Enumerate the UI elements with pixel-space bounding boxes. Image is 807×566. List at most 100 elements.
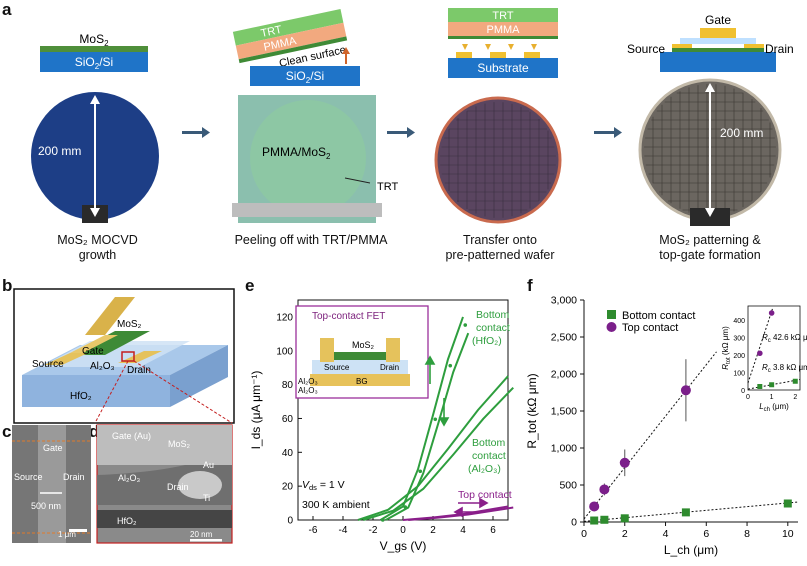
f-point-bottom (620, 514, 629, 523)
stack3-pmma-text: PMMA (487, 24, 521, 36)
e-xtick-label: 4 (460, 525, 466, 536)
f-ytick-label: 2,000 (551, 369, 577, 381)
process-arrows (182, 127, 622, 138)
caption-step1-line2: growth (78, 248, 117, 262)
e-annot-vds: Vds = 1 V (302, 479, 345, 492)
stack3-substrate (448, 58, 558, 78)
f-point-top (589, 501, 600, 512)
panel-d-label: d (89, 422, 100, 441)
f-ytick-label: 3,000 (551, 295, 577, 307)
stack2-substrate (250, 66, 360, 86)
f-inset-point-bottom (792, 378, 798, 384)
f-inset-ytick: 200 (733, 353, 745, 360)
device-al2o3 (40, 341, 190, 367)
chart-f: 0 2 4 6 8 1005001,0001,5002,0002,5003,000L_ch… (525, 295, 807, 558)
f-inset-xtick: 1 (770, 394, 774, 401)
e-xtick-label: -4 (339, 525, 348, 536)
f-inset-point-bottom (769, 382, 775, 388)
e-ytick-label: 20 (282, 482, 294, 493)
stack4-gate (700, 28, 736, 38)
e-xtick-label: -2 (369, 525, 378, 536)
d-scale-text: 20 nm (190, 530, 213, 539)
stack3-down-arrows (462, 44, 537, 50)
stack3-pad-2 (490, 52, 506, 58)
stack3-trt (448, 8, 558, 22)
f-xlabel: L_ch (μm) (664, 543, 718, 557)
e-xtick-label: 2 (430, 525, 436, 536)
e-ytick-label: 120 (276, 312, 293, 323)
e-series-point (380, 518, 385, 522)
f-xtick-label: 8 (744, 528, 750, 540)
f-inset-xtick: 2 (793, 394, 797, 401)
e-series-line (402, 505, 509, 521)
e-inset-bg (310, 374, 410, 386)
b-gate-text: Gate (82, 346, 104, 357)
device-hfo2-front (22, 375, 170, 407)
d-gate-text: Gate (Au) (112, 431, 151, 441)
device-hfo2-side (170, 345, 228, 407)
f-inset-rc-bottom: Rc 3.8 kΩ μm (762, 363, 807, 374)
caption-step1-line1: MoS₂ MOCVD (57, 233, 138, 247)
e-sweep-arrows-green (424, 355, 450, 427)
stack2-trt-text: TRT (260, 24, 283, 40)
f-inset-fit-bottom (747, 379, 801, 390)
stack3-pad-1 (456, 52, 472, 58)
wafer2-film (250, 100, 366, 216)
e-inset-title: Top-contact FET (312, 311, 385, 322)
f-legend-bottom-text: Bottom contact (622, 310, 695, 322)
stack3-trt-text: TRT (492, 10, 513, 22)
c-scale-text: 1 μm (58, 530, 76, 539)
panel-e-label: e (245, 276, 255, 295)
e-inset-drain-text: Drain (380, 363, 399, 372)
wafer4-dim-text: 200 mm (720, 126, 763, 140)
e-inset-mos2 (324, 352, 396, 360)
f-legend-bottom-marker (607, 310, 616, 319)
f-point-bottom (783, 499, 792, 508)
wafer1-dim-text: 200 mm (38, 144, 81, 158)
caption-step2: Peeling off with TRT/PMMA (226, 233, 396, 248)
e-series-line (357, 375, 509, 521)
f-point-top (680, 385, 691, 396)
d-al2o3-text: Al₂O₃ (118, 473, 140, 483)
stack4-substrate (660, 52, 776, 72)
panel-a-graphics: MoS2 SiO2/Si TRT PMMA Clean surface SiO2… (31, 8, 794, 226)
panel-c-label: c (2, 422, 12, 441)
e-ytick-label: 80 (282, 380, 294, 391)
caption-step4: MoS₂ patterning & top-gate formation (640, 233, 780, 263)
e-series-point (463, 323, 468, 327)
f-xtick-label: 6 (703, 528, 709, 540)
f-point-top (619, 457, 630, 468)
e-inset-drain (386, 338, 400, 362)
d-hfo2-text: HfO₂ (117, 516, 137, 526)
caption-step3-line1: Transfer onto (463, 233, 537, 247)
f-ylabel: R_tot (kΩ μm) (525, 373, 539, 448)
e-series-line (379, 316, 464, 521)
f-inset-ytick: 400 (733, 318, 745, 325)
caption-step4-line2: top-gate formation (659, 248, 761, 262)
e-xtick-label: 0 (400, 525, 406, 536)
f-ytick-label: 1,000 (551, 443, 577, 455)
f-inset-ytick: 300 (733, 336, 745, 343)
e-series-point (433, 417, 438, 422)
caption-step4-line1: MoS₂ patterning & (659, 233, 761, 247)
f-inset-rc-top: Rc 42.6 kΩ μm (762, 333, 807, 344)
stack3-pad-3 (524, 52, 540, 58)
wafer2-label: PMMA/MoS2 (262, 145, 331, 161)
f-point-bottom (590, 516, 599, 525)
e-inset-al2o3-text-2: Al₂O₃ (298, 386, 318, 395)
d-au-text: Au (203, 460, 214, 470)
f-inset-point-top (757, 350, 763, 357)
f-fit-bottom (583, 501, 799, 522)
e-series-line-reverse (362, 386, 514, 521)
stack4-dielectric (680, 38, 756, 44)
e-annot-top: Top contact (458, 489, 512, 501)
e-series-point (403, 505, 408, 509)
b-hfo2-text: HfO₂ (70, 391, 92, 402)
e-series-point (448, 363, 453, 368)
f-point-bottom (600, 515, 609, 524)
panel-a-label: a (2, 0, 12, 19)
zoom-line-right (133, 360, 233, 424)
c-gate-strip (38, 425, 66, 543)
stack3-pmma (448, 22, 558, 36)
wafer3 (434, 96, 562, 224)
